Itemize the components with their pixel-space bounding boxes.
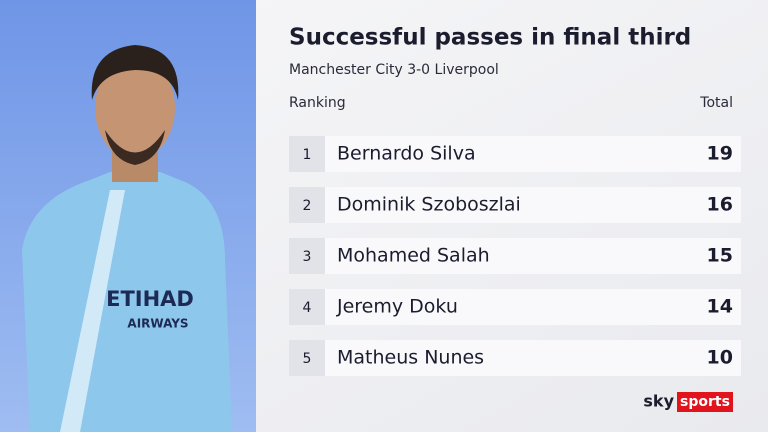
total: 10 (707, 347, 733, 369)
rank-box (289, 340, 325, 376)
row-background (289, 136, 741, 172)
total: 16 (707, 194, 733, 216)
column-header: Ranking (289, 95, 346, 111)
player-name: Mohamed Salah (337, 245, 490, 267)
player-name: Bernardo Silva (337, 143, 476, 165)
rank: 1 (303, 147, 312, 163)
rank: 2 (303, 198, 312, 214)
logo-product: sports (680, 394, 730, 410)
rank-box (289, 187, 325, 223)
rank-box (289, 136, 325, 172)
row-background (289, 340, 741, 376)
table-rows: 1 Bernardo Silva 19 2 Dominik Szoboszlai 16 3 M… (289, 136, 741, 376)
player-name: Dominik Szoboszlai (337, 194, 521, 216)
shirt-sponsor-sub: AIRWAYS (127, 317, 188, 331)
rank: 3 (303, 249, 312, 265)
rank: 4 (303, 300, 312, 316)
shirt-sponsor: ETIHAD (106, 287, 194, 311)
player-name: Matheus Nunes (337, 347, 484, 369)
total: 14 (707, 296, 733, 318)
column-header: Total (699, 95, 733, 111)
total: 15 (707, 245, 733, 267)
logo: sky sports (643, 392, 733, 412)
row-background (289, 187, 741, 223)
logo-brand: sky (643, 392, 674, 411)
rank-box (289, 238, 325, 274)
logo-badge (677, 392, 733, 412)
rank-box (289, 289, 325, 325)
title: Successful passes in final third (289, 25, 691, 51)
row-background (289, 289, 741, 325)
player-name: Jeremy Doku (336, 296, 458, 318)
player-photo: ETIHAD AIRWAYS (22, 45, 232, 432)
rank: 5 (303, 351, 312, 367)
row-background (289, 238, 741, 274)
subtitle: Manchester City 3-0 Liverpool (289, 62, 499, 78)
total: 19 (707, 143, 733, 165)
